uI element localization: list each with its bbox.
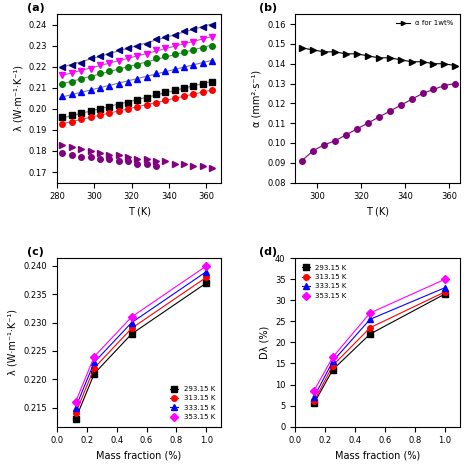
333.15 K xyxy=(330,358,336,364)
333.15 K xyxy=(129,320,135,326)
313.15 K xyxy=(311,399,317,404)
333.15 K xyxy=(367,317,373,322)
Text: (a): (a) xyxy=(27,3,45,13)
Line: 353.15 K: 353.15 K xyxy=(73,263,209,405)
Line: 333.15 K: 333.15 K xyxy=(73,269,209,410)
333.15 K xyxy=(442,285,447,291)
Y-axis label: λ (W·m⁻¹·K⁻¹): λ (W·m⁻¹·K⁻¹) xyxy=(13,65,23,131)
293.15 K xyxy=(330,367,336,373)
313.15 K xyxy=(73,410,78,416)
333.15 K xyxy=(311,394,317,400)
X-axis label: T (K): T (K) xyxy=(366,207,389,217)
353.15 K xyxy=(203,263,209,269)
313.15 K xyxy=(91,365,97,371)
Legend: 293.15 K, 313.15 K, 333.15 K, 353.15 K: 293.15 K, 313.15 K, 333.15 K, 353.15 K xyxy=(167,383,218,423)
Y-axis label: λ (W·m⁻¹·K⁻¹): λ (W·m⁻¹·K⁻¹) xyxy=(8,310,18,375)
X-axis label: Mass fraction (%): Mass fraction (%) xyxy=(335,451,420,461)
293.15 K xyxy=(129,331,135,337)
293.15 K xyxy=(73,416,78,422)
Line: 333.15 K: 333.15 K xyxy=(311,285,447,400)
293.15 K xyxy=(442,291,447,297)
X-axis label: T (K): T (K) xyxy=(128,207,151,217)
353.15 K xyxy=(129,314,135,320)
353.15 K xyxy=(91,354,97,359)
Y-axis label: α (mm²·s⁻¹): α (mm²·s⁻¹) xyxy=(252,70,262,127)
333.15 K xyxy=(73,405,78,410)
Line: 293.15 K: 293.15 K xyxy=(311,291,447,406)
353.15 K xyxy=(442,276,447,282)
Legend: α for 1wt%: α for 1wt% xyxy=(393,18,456,29)
X-axis label: Mass fraction (%): Mass fraction (%) xyxy=(97,451,182,461)
313.15 K xyxy=(367,325,373,330)
Line: 313.15 K: 313.15 K xyxy=(311,289,447,404)
Line: 293.15 K: 293.15 K xyxy=(73,280,209,422)
Text: (c): (c) xyxy=(27,247,44,257)
293.15 K xyxy=(91,371,97,376)
353.15 K xyxy=(330,355,336,360)
293.15 K xyxy=(311,401,317,406)
333.15 K xyxy=(91,359,97,365)
Legend: 293.15 K, 313.15 K, 333.15 K, 353.15 K: 293.15 K, 313.15 K, 333.15 K, 353.15 K xyxy=(299,262,350,302)
313.15 K xyxy=(442,289,447,295)
353.15 K xyxy=(73,399,78,405)
353.15 K xyxy=(311,388,317,394)
293.15 K xyxy=(367,331,373,337)
Line: 313.15 K: 313.15 K xyxy=(73,274,209,416)
313.15 K xyxy=(330,363,336,368)
333.15 K xyxy=(203,269,209,274)
Line: 353.15 K: 353.15 K xyxy=(311,276,447,393)
313.15 K xyxy=(203,274,209,280)
353.15 K xyxy=(367,310,373,316)
313.15 K xyxy=(129,326,135,331)
293.15 K xyxy=(203,280,209,286)
Text: (b): (b) xyxy=(259,3,277,13)
Y-axis label: Dλ (%): Dλ (%) xyxy=(259,326,269,359)
Text: (d): (d) xyxy=(259,247,277,257)
